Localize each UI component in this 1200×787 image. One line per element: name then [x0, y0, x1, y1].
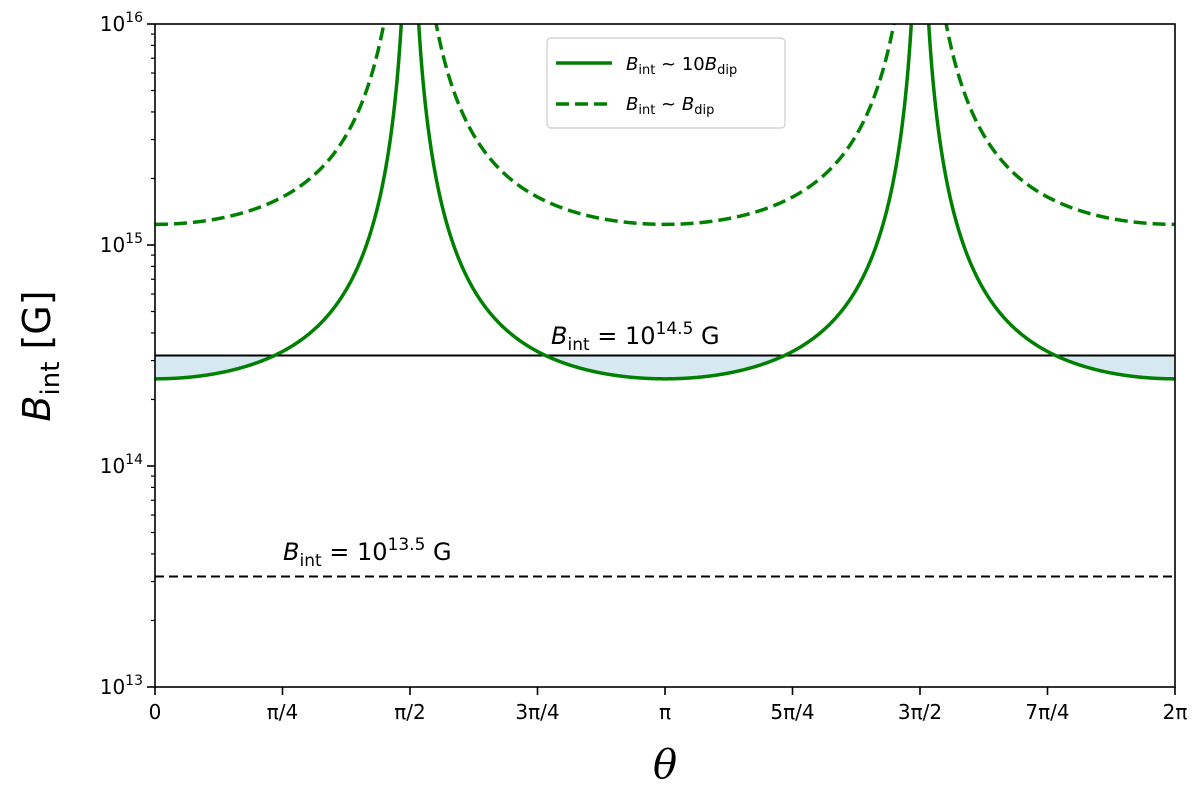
x-tick-label-3: 3π/4 [515, 700, 559, 724]
legend-label-solid: Bint ~ 10Bdip [626, 54, 737, 78]
x-tick-label-0: 0 [149, 700, 162, 724]
legend: Bint ~ 10Bdip Bint ~ Bdip [546, 37, 786, 129]
x-tick-label-6: 3π/2 [898, 700, 942, 724]
y-tick-label-2: 1015 [100, 231, 143, 257]
data-series [155, 24, 1175, 381]
y-tick-label-1: 1014 [100, 452, 143, 478]
x-tick-label-8: 2π [1163, 700, 1188, 724]
x-tick-label-5: 5π/4 [770, 700, 814, 724]
ref-label-lower: Bint = 1013.5 G [283, 535, 452, 571]
shaded-regions [155, 355, 1175, 379]
x-tick-label-1: π/4 [267, 700, 299, 724]
ref-label-upper: Bint = 1014.5 G [551, 319, 720, 355]
legend-label-dashed: Bint ~ Bdip [626, 94, 714, 118]
y-axis-title: Bint [G] [15, 290, 66, 421]
y-tick-label-3: 1016 [100, 10, 143, 36]
shaded-region-0 [1055, 355, 1175, 379]
shaded-region-0 [155, 355, 275, 379]
x-tick-label-4: π [659, 700, 671, 724]
x-axis-title: θ [653, 742, 677, 787]
x-tick-label-7: 7π/4 [1025, 700, 1069, 724]
y-tick-label-0: 1013 [100, 673, 143, 699]
axis-ticks: 0 π/4 π/2 3π/4 π 5π/4 3π/2 7π/4 2π 1013 1014 1015 10… [100, 10, 1188, 724]
reference-lines [155, 354, 1175, 578]
series-line-0 [155, 24, 1175, 381]
x-tick-label-2: π/2 [394, 700, 426, 724]
series-line-1 [155, 24, 1175, 227]
